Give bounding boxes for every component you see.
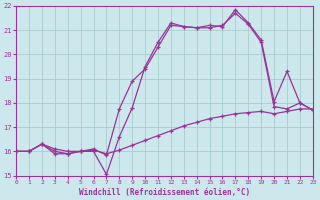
X-axis label: Windchill (Refroidissement éolien,°C): Windchill (Refroidissement éolien,°C) [79,188,250,197]
